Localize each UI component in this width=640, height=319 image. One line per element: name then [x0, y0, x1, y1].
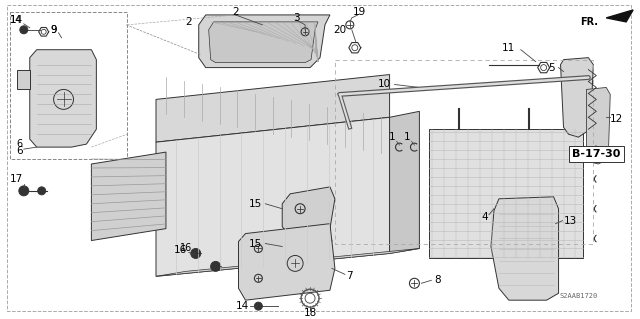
Text: 14: 14: [236, 301, 249, 311]
Text: S2AAB1720: S2AAB1720: [559, 293, 598, 299]
Polygon shape: [606, 10, 633, 22]
Text: 9: 9: [51, 25, 57, 35]
Polygon shape: [92, 152, 166, 241]
Circle shape: [38, 187, 45, 195]
Text: B-17-30: B-17-30: [572, 149, 621, 159]
Polygon shape: [491, 197, 559, 300]
Circle shape: [254, 302, 262, 310]
Text: 3: 3: [293, 13, 300, 23]
Text: 2: 2: [186, 17, 192, 27]
Text: 4: 4: [482, 212, 488, 222]
Polygon shape: [561, 58, 593, 137]
Text: 8: 8: [434, 275, 440, 285]
Text: 16: 16: [174, 246, 188, 256]
Text: 5: 5: [548, 63, 555, 73]
Text: 15: 15: [249, 199, 262, 209]
Text: 6: 6: [17, 146, 23, 156]
Polygon shape: [29, 50, 97, 147]
Polygon shape: [156, 249, 419, 276]
Text: 9: 9: [51, 25, 57, 35]
Text: 16: 16: [180, 243, 192, 254]
Polygon shape: [156, 75, 390, 142]
Circle shape: [19, 186, 29, 196]
Polygon shape: [199, 15, 330, 68]
Text: 6: 6: [17, 139, 23, 149]
Text: 2: 2: [232, 7, 239, 17]
Text: 1: 1: [404, 132, 411, 142]
Text: 10: 10: [378, 79, 391, 90]
Polygon shape: [284, 232, 332, 268]
Circle shape: [20, 26, 28, 34]
Polygon shape: [209, 22, 318, 63]
Text: 11: 11: [502, 43, 515, 53]
Text: 14: 14: [10, 15, 24, 25]
Text: 18: 18: [303, 308, 317, 318]
Polygon shape: [156, 117, 390, 276]
Text: 7: 7: [346, 271, 353, 281]
Bar: [429, 129, 584, 258]
Text: 12: 12: [609, 114, 623, 124]
Polygon shape: [586, 87, 611, 164]
Text: 13: 13: [564, 216, 577, 226]
Bar: [10, 12, 127, 159]
Text: 19: 19: [353, 7, 366, 17]
Polygon shape: [239, 224, 335, 300]
Bar: [335, 60, 593, 243]
Circle shape: [211, 261, 221, 271]
Text: 15: 15: [249, 239, 262, 249]
Text: FR.: FR.: [580, 17, 598, 27]
Polygon shape: [282, 187, 335, 237]
Text: 20: 20: [333, 25, 346, 35]
Polygon shape: [17, 70, 29, 89]
Text: 1: 1: [389, 132, 396, 142]
Text: 14: 14: [10, 15, 22, 25]
Polygon shape: [390, 111, 419, 254]
Circle shape: [191, 249, 201, 258]
Text: 17: 17: [10, 174, 24, 184]
